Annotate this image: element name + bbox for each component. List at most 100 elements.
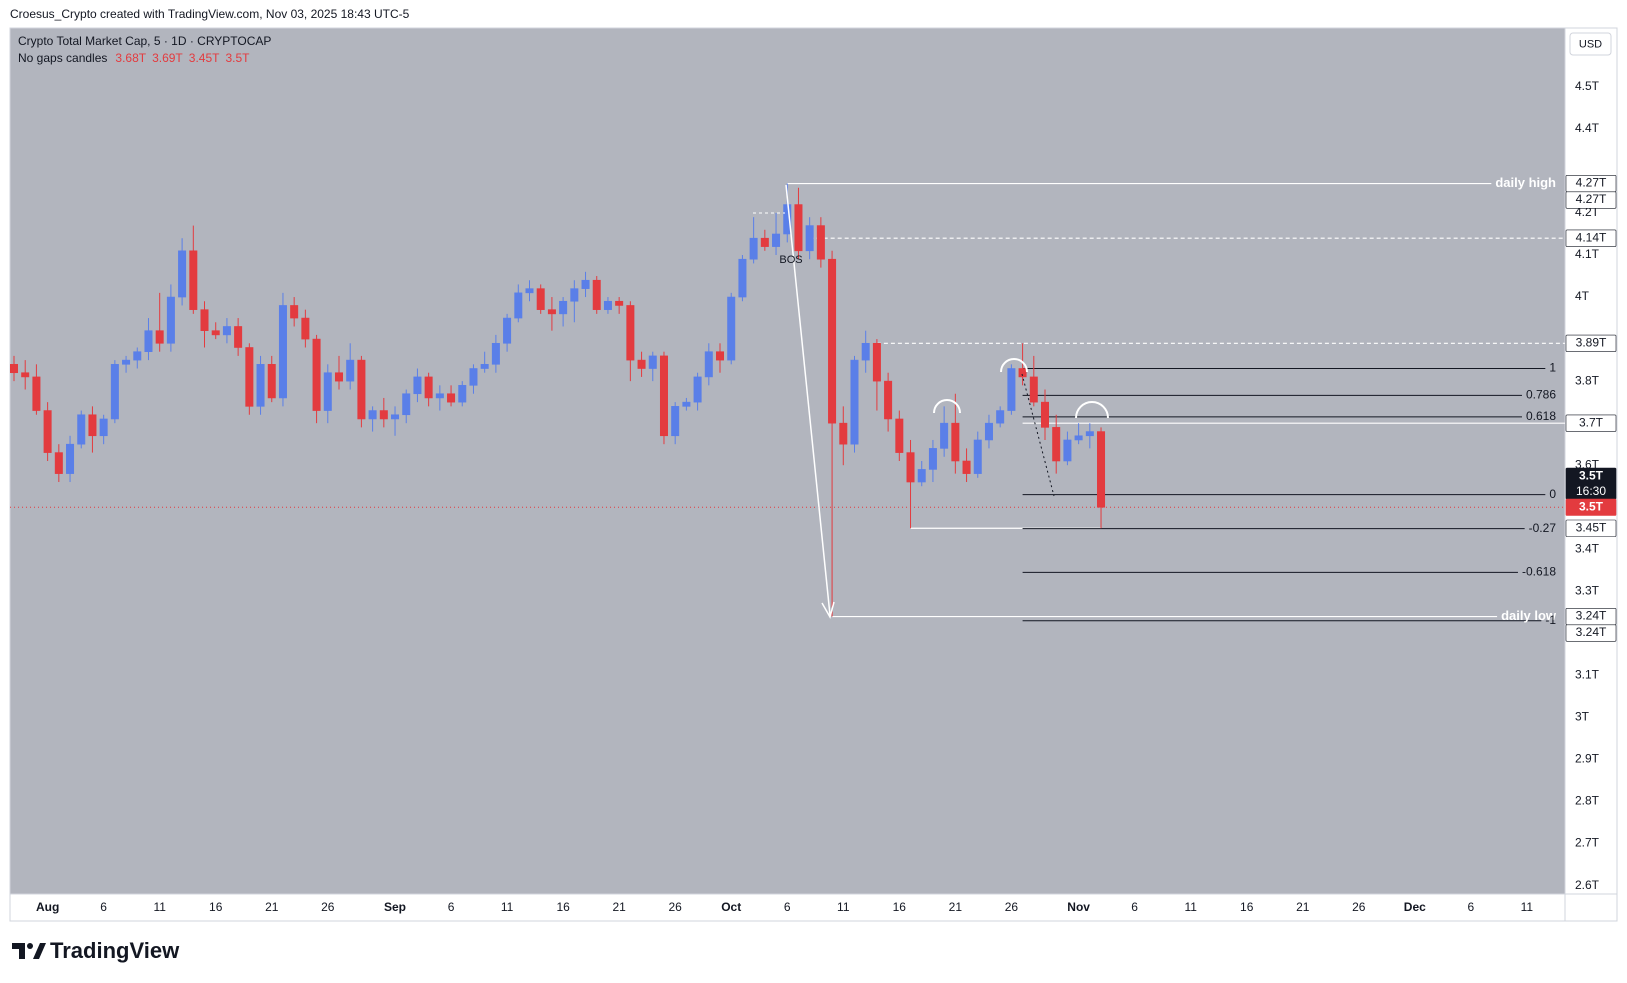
x-tick-label: Oct [721, 900, 741, 914]
candle-body [872, 342, 881, 382]
candle-body [962, 460, 971, 474]
x-tick-label: Sep [384, 900, 406, 914]
y-tick-label: 4T [1575, 289, 1590, 303]
logo-text: TradingView [50, 938, 180, 963]
candle-body [727, 296, 736, 361]
fib-label: 1 [1549, 361, 1556, 375]
arc [1000, 358, 1028, 373]
x-tick-label: 6 [448, 900, 455, 914]
logo-icon [12, 943, 25, 959]
candle-body [278, 305, 287, 399]
candle-body [1085, 431, 1094, 437]
line-label: daily low [1501, 608, 1557, 623]
candle-body [189, 250, 198, 310]
candle-body [144, 330, 153, 352]
candle-body [637, 359, 646, 369]
candle-body [267, 364, 276, 399]
candle-body [234, 326, 243, 348]
y-tick-label: 2.7T [1575, 836, 1600, 850]
candle-body [357, 359, 366, 420]
candle-body [391, 414, 400, 420]
candle-body [682, 401, 691, 407]
candle-body [379, 410, 388, 420]
candle-body [626, 305, 635, 361]
x-tick-label: 16 [209, 900, 223, 914]
candle-body [973, 439, 982, 474]
ohlc-value: 3.45T [189, 51, 220, 65]
candle-body [447, 393, 456, 403]
candle-body [525, 288, 534, 294]
candle-body [503, 317, 512, 344]
fib-label: 0.786 [1526, 388, 1556, 402]
price-label: 3.7T [1579, 415, 1604, 429]
ohlc-value: 3.5T [225, 51, 250, 65]
candle-body [413, 376, 422, 395]
logo-icon [27, 943, 33, 949]
price-label: 4.27T [1576, 192, 1607, 206]
candle-body [368, 410, 377, 420]
x-tick-label: 26 [1352, 900, 1366, 914]
candle-body [32, 376, 41, 411]
x-tick-label: Nov [1067, 900, 1090, 914]
fib-label: 0 [1549, 487, 1556, 501]
x-tick-label: 11 [1184, 900, 1197, 914]
price-label: 3.89T [1576, 335, 1607, 349]
candle-body [122, 359, 131, 365]
x-tick-label: 11 [153, 900, 166, 914]
candle-body [940, 422, 949, 449]
candle-body [794, 204, 803, 252]
candle-body [43, 410, 52, 453]
candle-body [1063, 439, 1072, 462]
logo: TradingView [12, 938, 180, 963]
candle-body [222, 326, 231, 336]
x-tick-label: 11 [501, 900, 514, 914]
candle-body [346, 359, 355, 382]
price-label: 3.5T [1579, 499, 1604, 513]
arrow-head [821, 601, 835, 619]
candle-body [1041, 401, 1050, 428]
candle-body [749, 237, 758, 260]
candle-body [21, 372, 30, 378]
swing-line [1021, 373, 1055, 497]
candle-body [704, 351, 713, 378]
candle-body [716, 351, 725, 361]
x-tick-label: 11 [837, 900, 850, 914]
currency[interactable]: USD [1579, 38, 1602, 50]
x-tick-label: 6 [100, 900, 107, 914]
price-label-box [1565, 191, 1617, 209]
candle-body [1097, 431, 1106, 508]
arrow [785, 184, 831, 616]
candle-body [671, 406, 680, 437]
candle-body [480, 364, 489, 369]
candle-body [290, 305, 299, 319]
candle-body [906, 452, 915, 483]
frame [9, 27, 1618, 922]
candle-body [816, 225, 825, 260]
candle-body [88, 414, 97, 437]
price-label: 4.14T [1576, 230, 1607, 244]
candle-body [1052, 427, 1061, 462]
y-tick-label: 2.8T [1575, 794, 1600, 808]
candle-body [805, 225, 814, 252]
candle-body [54, 452, 63, 474]
candle-body [648, 355, 657, 369]
x-tick-label: 26 [669, 900, 683, 914]
currency-button[interactable] [1569, 32, 1612, 56]
x-tick-label: Aug [36, 900, 59, 914]
candle-body [514, 292, 523, 319]
y-tick-label: 3.4T [1575, 541, 1600, 555]
price-label-box [1565, 498, 1617, 516]
candle-body [895, 418, 904, 453]
candle-body [547, 309, 556, 315]
logo-icon [33, 943, 46, 959]
arc [1075, 401, 1109, 419]
candle-body [110, 364, 119, 420]
candle-body [435, 393, 444, 399]
candle-body [256, 364, 265, 407]
y-tick-label: 4.2T [1575, 205, 1600, 219]
candle-body [1074, 435, 1083, 441]
x-tick-label: 26 [1005, 900, 1019, 914]
candle-body [166, 296, 175, 344]
